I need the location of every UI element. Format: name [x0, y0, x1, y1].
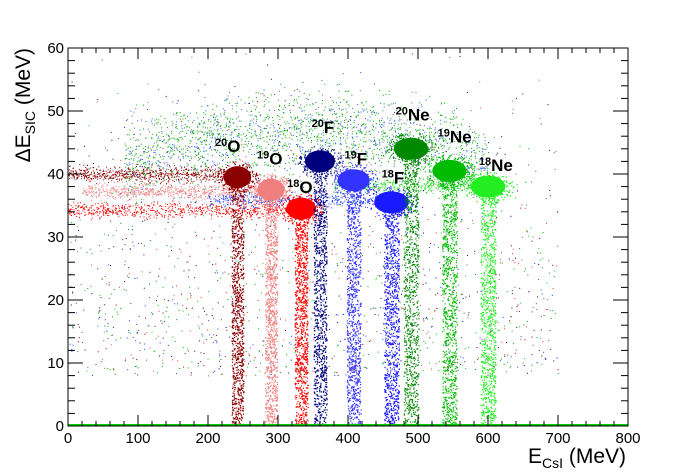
isotope-label-18ne: 18Ne: [479, 156, 513, 175]
x-tick-label: 200: [195, 430, 220, 447]
y-tick-label: 40: [47, 166, 64, 183]
scatter-points: [68, 53, 628, 426]
x-tick-label: 800: [615, 430, 640, 447]
isotope-label-18f: 18F: [382, 168, 405, 187]
isotope-band-19f: [331, 164, 378, 426]
isotope-label-20f: 20F: [312, 118, 335, 137]
y-tick-label: 20: [47, 292, 64, 309]
y-tick-label: 50: [47, 103, 64, 120]
y-tick-label: 10: [47, 355, 64, 372]
isotope-label-19o: 19O: [257, 150, 282, 169]
isotope-label-20o: 20O: [215, 137, 240, 156]
isotope-band-18f: [367, 186, 419, 426]
isotope-band-20f: [297, 146, 344, 426]
x-axis-title: ECsI (MeV): [528, 445, 626, 471]
isotope-band-18ne: [463, 172, 515, 426]
isotope-label-20ne: 20Ne: [396, 105, 430, 124]
isotope-band-19ne: [427, 154, 476, 426]
y-tick-label: 60: [47, 40, 64, 57]
axis-ticks: 0 100 200 300 400 500 600 700 800 0 10 20 30 40 50 60: [47, 40, 640, 447]
isotope-label-19ne: 19Ne: [438, 128, 472, 147]
x-tick-label: 500: [405, 430, 430, 447]
y-tick-label: 30: [47, 229, 64, 246]
isotope-band-19o: [250, 173, 292, 426]
isotope-label-18o: 18O: [287, 178, 312, 197]
y-axis-title: ΔESIC (MeV): [12, 48, 38, 162]
isotope-labels: 20O 19O 18O 20F 19F 18F 20Ne 19Ne 18Ne: [215, 105, 513, 196]
x-tick-label: 600: [475, 430, 500, 447]
x-tick-label: 0: [64, 430, 72, 447]
x-tick-label: 300: [265, 430, 290, 447]
isotope-label-19f: 19F: [345, 150, 368, 169]
x-tick-label: 400: [335, 430, 360, 447]
x-tick-label: 100: [125, 430, 150, 447]
isotope-band-20ne: [385, 133, 438, 426]
isotope-band-18o: [279, 192, 324, 426]
y-tick-label: 0: [56, 418, 64, 435]
isotope-band-20o: [217, 161, 259, 426]
x-tick-label: 700: [545, 430, 570, 447]
